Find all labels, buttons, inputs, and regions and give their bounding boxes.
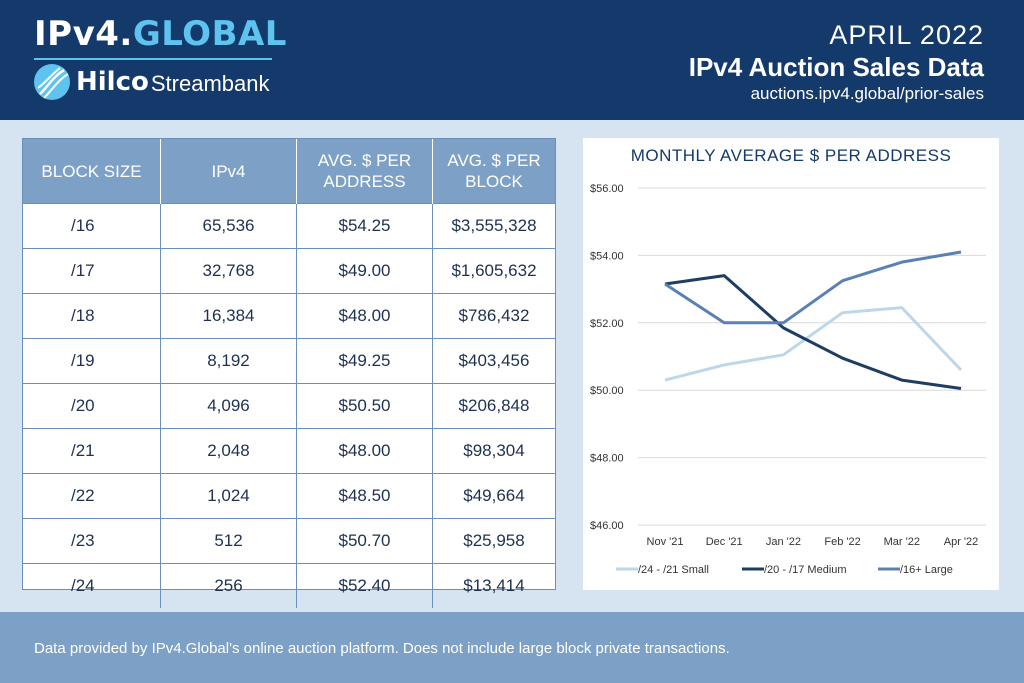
cell-avg-address: $48.00 xyxy=(296,428,433,474)
col-header-avg-address: AVG. $ PER ADDRESS xyxy=(296,139,433,204)
cell-avg-block: $403,456 xyxy=(432,338,555,384)
cell-block-size: /17 xyxy=(23,248,161,294)
series-line xyxy=(664,274,962,391)
col-header-avg-block: AVG. $ PER BLOCK xyxy=(432,139,555,204)
y-tick-label: $54.00 xyxy=(590,250,624,262)
table-row: /18 16,384 $48.00 $786,432 xyxy=(23,293,555,339)
brand-logo: IPv4.GLOBAL xyxy=(34,14,287,54)
legend-label: /20 - /17 Medium xyxy=(764,564,847,576)
y-tick-label: $56.00 xyxy=(590,183,624,195)
cell-ipv4: 4,096 xyxy=(160,383,297,429)
footer-bar: Data provided by IPv4.Global's online au… xyxy=(0,612,1024,683)
x-tick-label: Mar '22 xyxy=(884,536,920,548)
header-banner: IPv4.GLOBAL Hilco Streambank APRIL 2022 … xyxy=(0,0,1024,120)
cell-avg-address: $48.00 xyxy=(296,293,433,339)
table-header-row: BLOCK SIZE IPv4 AVG. $ PER ADDRESS AVG. $… xyxy=(23,139,555,204)
chart-title: MONTHLY AVERAGE $ PER ADDRESS xyxy=(630,146,952,165)
y-tick-label: $50.00 xyxy=(590,385,624,397)
cell-avg-address: $49.00 xyxy=(296,248,433,294)
cell-avg-address: $54.25 xyxy=(296,203,433,249)
sales-table: BLOCK SIZE IPv4 AVG. $ PER ADDRESS AVG. $… xyxy=(23,139,555,608)
cell-block-size: /22 xyxy=(23,473,161,519)
table-row: /23 512 $50.70 $25,958 xyxy=(23,518,555,564)
line-chart: $46.00 $48.00 $50.00 $52.00 $54.00 $56.00 Nov … xyxy=(590,183,986,576)
cell-ipv4: 8,192 xyxy=(160,338,297,384)
table-row: /22 1,024 $48.50 $49,664 xyxy=(23,473,555,519)
chart-panel: MONTHLY AVERAGE $ PER ADDRESS $46.00 $48.… xyxy=(583,138,999,590)
cell-ipv4: 512 xyxy=(160,518,297,564)
brand-part2: GLOBAL xyxy=(132,14,287,54)
cell-block-size: /21 xyxy=(23,428,161,474)
cell-ipv4: 65,536 xyxy=(160,203,297,249)
y-tick-label: $52.00 xyxy=(590,318,624,330)
cell-avg-block: $49,664 xyxy=(432,473,555,519)
table-row: /21 2,048 $48.00 $98,304 xyxy=(23,428,555,474)
cell-block-size: /18 xyxy=(23,293,161,339)
cell-avg-address: $52.40 xyxy=(296,563,433,608)
cell-ipv4: 256 xyxy=(160,563,297,608)
series-line xyxy=(664,250,962,325)
series-line xyxy=(664,306,963,382)
x-tick-label: Feb '22 xyxy=(824,536,860,548)
sales-table-panel: BLOCK SIZE IPv4 AVG. $ PER ADDRESS AVG. $… xyxy=(22,138,556,608)
cell-avg-block: $13,414 xyxy=(432,563,555,608)
cell-block-size: /19 xyxy=(23,338,161,384)
brand-underline xyxy=(34,58,272,60)
table-row: /16 65,536 $54.25 $3,555,328 xyxy=(23,203,555,249)
cell-avg-block: $25,958 xyxy=(432,518,555,564)
cell-avg-block: $3,555,328 xyxy=(432,203,555,249)
table-row: /19 8,192 $49.25 $403,456 xyxy=(23,338,555,384)
cell-block-size: /23 xyxy=(23,518,161,564)
cell-ipv4: 32,768 xyxy=(160,248,297,294)
x-tick-label: Apr '22 xyxy=(944,536,979,548)
x-tick-label: Dec '21 xyxy=(706,536,743,548)
table-row: /20 4,096 $50.50 $206,848 xyxy=(23,383,555,429)
partner-name-bold: Hilco xyxy=(76,67,149,97)
report-date: APRIL 2022 xyxy=(829,20,984,50)
footer-note: Data provided by IPv4.Global's online au… xyxy=(34,640,730,657)
x-tick-label: Nov '21 xyxy=(647,536,684,548)
partner-emblem-icon xyxy=(34,64,70,100)
cell-avg-block: $206,848 xyxy=(432,383,555,429)
legend-label: /24 - /21 Small xyxy=(638,564,709,576)
table-row: /24 256 $52.40 $13,414 xyxy=(23,563,555,608)
partner-name-rest: Streambank xyxy=(150,71,270,96)
cell-avg-block: $98,304 xyxy=(432,428,555,474)
partner-logo: Hilco Streambank xyxy=(34,64,269,100)
col-header-ipv4: IPv4 xyxy=(160,139,297,204)
brand-part1: IPv4. xyxy=(34,14,133,54)
cell-avg-address: $50.50 xyxy=(296,383,433,429)
cell-block-size: /24 xyxy=(23,563,161,608)
cell-avg-address: $50.70 xyxy=(296,518,433,564)
report-url: auctions.ipv4.global/prior-sales xyxy=(750,84,984,103)
cell-block-size: /20 xyxy=(23,383,161,429)
cell-avg-block: $786,432 xyxy=(432,293,555,339)
legend-label: /16+ Large xyxy=(900,564,953,576)
cell-ipv4: 16,384 xyxy=(160,293,297,339)
cell-avg-address: $48.50 xyxy=(296,473,433,519)
report-title: IPv4 Auction Sales Data xyxy=(688,52,984,82)
cell-ipv4: 1,024 xyxy=(160,473,297,519)
cell-ipv4: 2,048 xyxy=(160,428,297,474)
cell-block-size: /16 xyxy=(23,203,161,249)
y-tick-label: $48.00 xyxy=(590,453,624,465)
y-tick-label: $46.00 xyxy=(590,520,624,532)
table-row: /17 32,768 $49.00 $1,605,632 xyxy=(23,248,555,294)
x-tick-label: Jan '22 xyxy=(766,536,801,548)
cell-avg-block: $1,605,632 xyxy=(432,248,555,294)
col-header-block-size: BLOCK SIZE xyxy=(23,139,161,204)
cell-avg-address: $49.25 xyxy=(296,338,433,384)
